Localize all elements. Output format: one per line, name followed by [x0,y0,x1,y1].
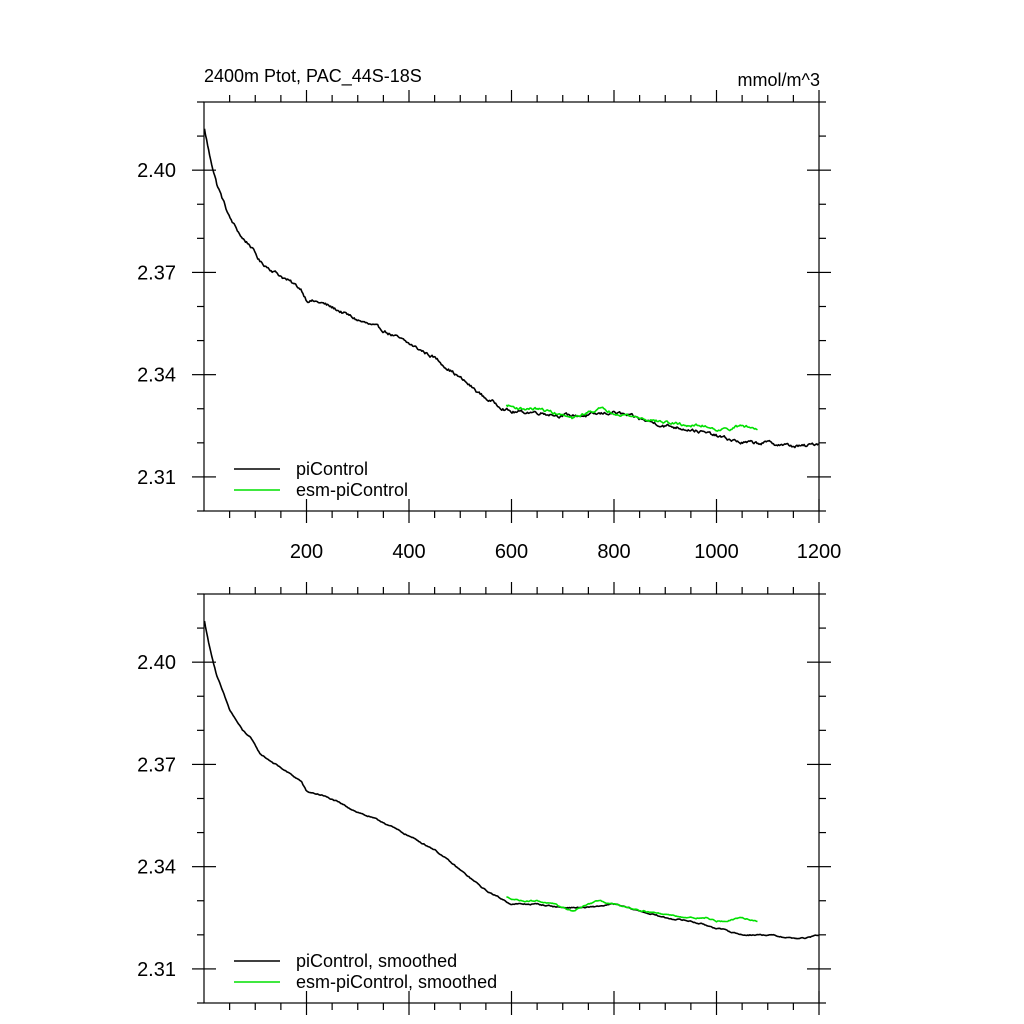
legend: piControl, smoothed esm-piControl, smoot… [234,951,497,992]
legend-label-picontrol: piControl [296,459,368,479]
series-line-picontrol [203,128,820,449]
plot-title: 2400m Ptot, PAC_44S-18S [204,66,422,87]
x-tick-label: 600 [495,541,528,563]
legend-label-esm-picontrol-smoothed: esm-piControl, smoothed [296,972,497,992]
y-tick-label: 2.31 [137,467,176,489]
series-line-esm-picontrol [505,404,758,432]
x-tick-label: 1000 [694,541,739,563]
axis-ticks: 2.31 2.34 2.37 2.40 200 400 600 800 1000 1200 [137,90,841,563]
x-tick-label: 400 [392,541,425,563]
y-tick-label: 2.34 [137,365,176,387]
y-tick-label: 2.40 [137,160,176,182]
y-tick-label: 2.31 [137,959,176,981]
y-tick-label: 2.37 [137,262,176,284]
series-line-picontrol-smoothed [203,620,819,940]
x-tick-label: 200 [290,541,323,563]
x-tick-label: 1200 [797,541,842,563]
plot-frame [203,101,820,512]
legend: piControl esm-piControl [234,459,408,500]
y-tick-label: 2.34 [137,857,176,879]
top-panel: 2400m Ptot, PAC_44S-18S mmol/m^3 2.312.3… [137,66,841,563]
legend-label-picontrol-smoothed: piControl, smoothed [296,951,457,971]
x-tick-label: 800 [597,541,630,563]
y-tick-label: 2.37 [137,754,176,776]
series-line-esm-picontrol-smoothed [506,896,758,923]
plot-frame [203,593,820,1004]
series-group [203,620,819,940]
units-label: mmol/m^3 [738,70,820,90]
axis-ticks: 2.31 2.34 2.37 2.40 [137,582,831,1015]
bottom-panel: 2.31 2.34 2.37 2.40 piControl, smoothed esm… [137,582,831,1015]
legend-label-esm-picontrol: esm-piControl [296,480,408,500]
y-tick-label: 2.40 [137,652,176,674]
series-group [203,128,820,449]
